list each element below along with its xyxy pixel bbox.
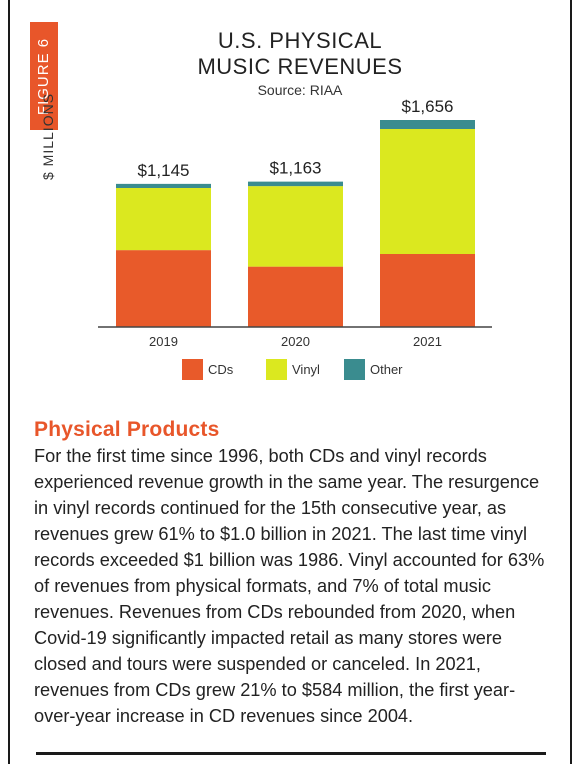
figure-label-tab: FIGURE 6	[30, 22, 58, 130]
total-label-2021: $1,656	[402, 97, 454, 116]
chart-title-line-1: U.S. PHYSICAL	[217, 28, 383, 53]
frame-right-border	[570, 0, 572, 764]
legend-swatch-vinyl	[266, 359, 287, 380]
legend-swatch-other	[344, 359, 365, 380]
section-heading: Physical Products	[34, 418, 220, 441]
bar-2019-cds	[116, 250, 211, 327]
bar-2021-other	[380, 120, 475, 129]
body-paragraph: For the first time since 1996, both CDs …	[34, 446, 545, 726]
bar-2019-other	[116, 183, 211, 188]
bar-2021-cds	[380, 254, 475, 327]
bar-2021-vinyl	[380, 129, 475, 254]
total-label-2020: $1,163	[270, 159, 322, 178]
chart-svg: $1,145 2019 $1,163 2020 $1,656 2021 CDs Vinyl Ot…	[98, 97, 492, 380]
x-tick-label-2021: 2021	[413, 334, 442, 349]
x-tick-label-2019: 2019	[149, 334, 178, 349]
legend-swatch-cds	[182, 359, 203, 380]
total-label-2019: $1,145	[138, 161, 190, 180]
legend-label-cds: CDs	[208, 362, 234, 377]
bar-2020-other	[248, 181, 343, 187]
frame-bottom-rule	[36, 752, 546, 755]
bar-2020-vinyl	[248, 186, 343, 267]
chart-title-line-2: MUSIC REVENUES	[197, 54, 403, 79]
legend-label-other: Other	[370, 362, 403, 377]
chart-title: U.S. PHYSICAL MUSIC REVENUES	[150, 28, 450, 80]
chart-subtitle: Source: RIAA	[257, 82, 343, 98]
bar-2019-vinyl	[116, 188, 211, 251]
frame-left-border	[8, 0, 10, 764]
x-tick-label-2020: 2020	[281, 334, 310, 349]
legend-label-vinyl: Vinyl	[292, 362, 320, 377]
bar-2020-cds	[248, 266, 343, 327]
